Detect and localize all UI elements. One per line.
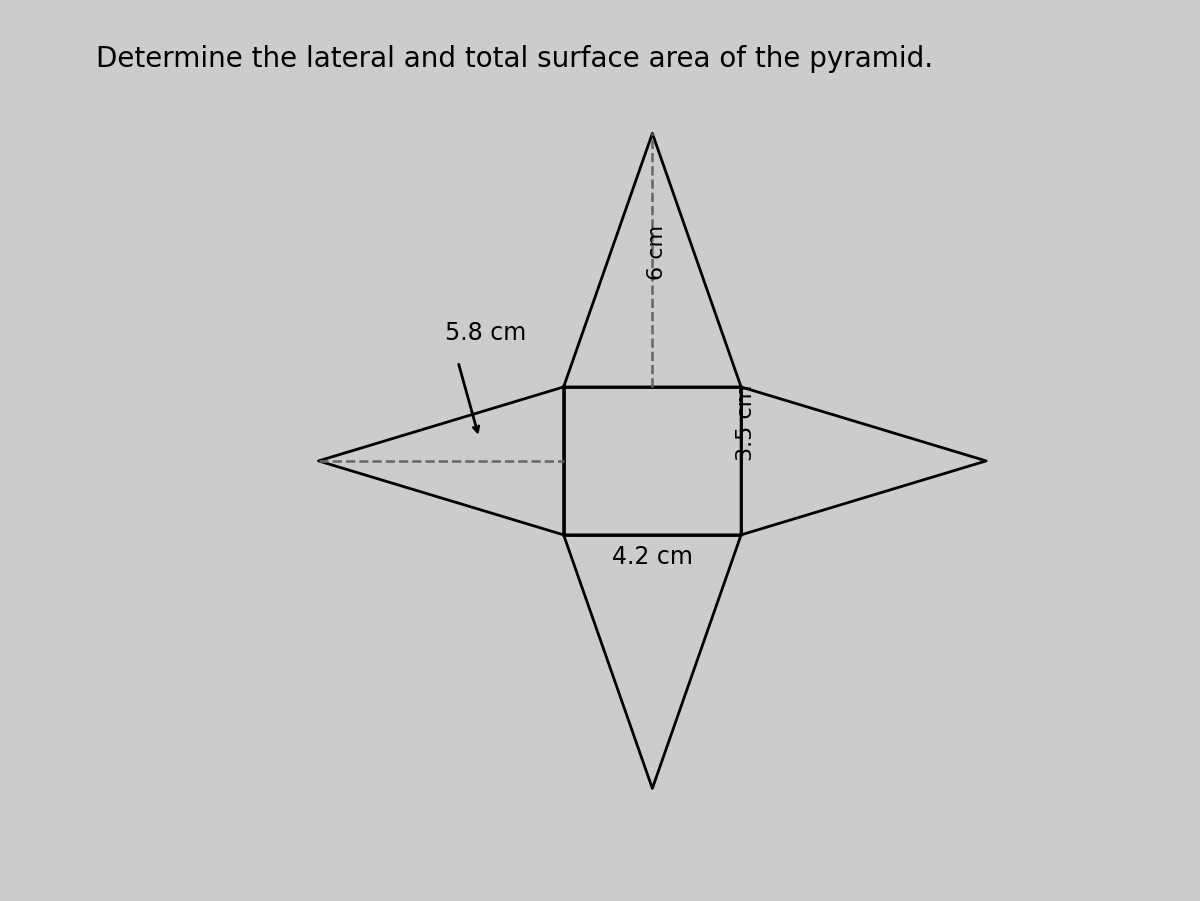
Text: 6 cm: 6 cm: [648, 225, 667, 280]
Text: 5.8 cm: 5.8 cm: [445, 321, 527, 345]
Text: Determine the lateral and total surface area of the pyramid.: Determine the lateral and total surface …: [96, 45, 934, 73]
Text: 3.5 cm: 3.5 cm: [736, 385, 756, 461]
Text: 4.2 cm: 4.2 cm: [612, 545, 692, 569]
